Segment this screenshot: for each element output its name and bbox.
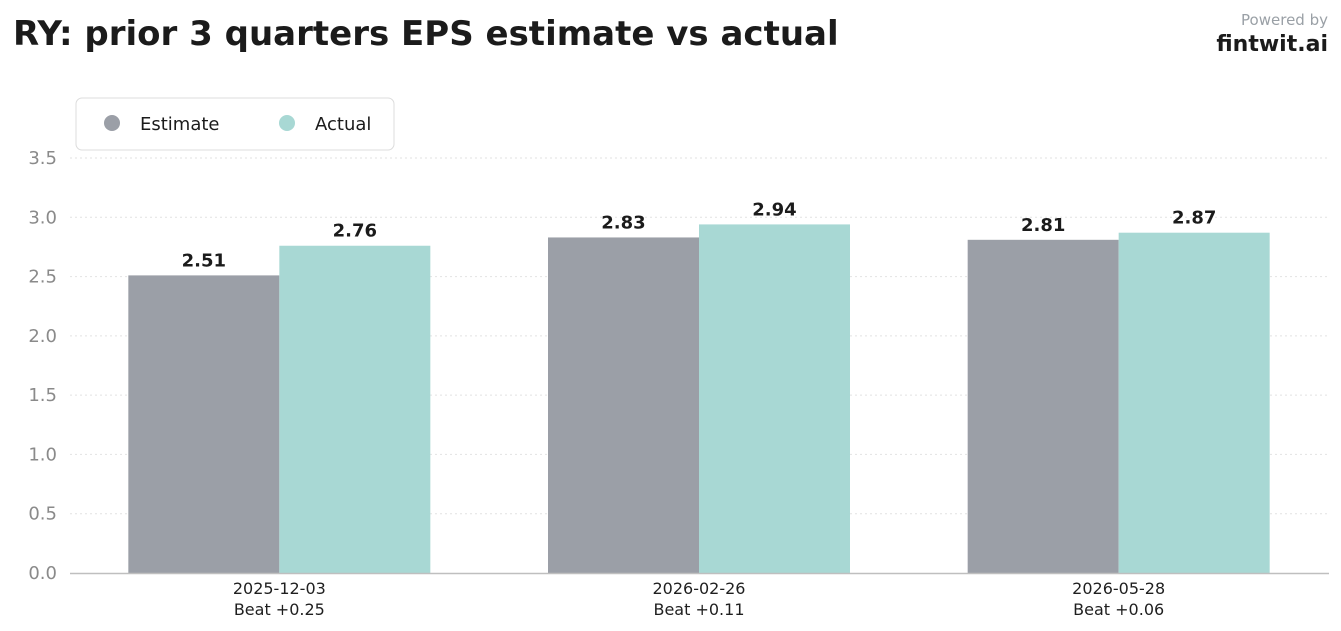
x-tick-label: 2026-02-26: [653, 579, 746, 598]
legend: Estimate Actual: [75, 97, 395, 151]
legend-marker-estimate: [104, 115, 120, 131]
bar-actual-2026-05-28: [1118, 232, 1270, 573]
bar-estimate-2026-05-28: [967, 239, 1119, 574]
value-label-actual: 2.87: [1172, 208, 1216, 229]
y-tick-label: 3.5: [28, 148, 57, 169]
bar-estimate-2026-02-26: [548, 237, 699, 573]
legend-marker-actual: [279, 115, 295, 131]
value-label-actual: 2.76: [333, 221, 377, 242]
y-tick-label: 2.0: [28, 326, 57, 347]
brand-logo-text: fintwit.ai: [1216, 32, 1328, 57]
bar-actual-2025-12-03: [279, 245, 431, 573]
bars-group: [128, 224, 1270, 574]
legend-box: [75, 97, 395, 151]
value-label-actual: 2.94: [752, 199, 796, 220]
bar-estimate-2025-12-03: [128, 275, 280, 573]
x-axis: 2025-12-03 Beat +0.25 2026-02-26 Beat +0.11…: [70, 572, 1329, 619]
y-tick-label: 3.0: [28, 207, 57, 228]
legend-label-estimate: Estimate: [140, 114, 220, 135]
y-tick-label: 0.5: [28, 504, 57, 525]
y-axis: 0.0 0.5 1.0 1.5 2.0 2.5 3.0 3.5: [28, 148, 57, 584]
value-label-estimate: 2.81: [1021, 215, 1065, 236]
x-tick-sublabel: Beat +0.11: [653, 600, 744, 619]
value-labels-group: 2.51 2.76 2.83 2.94 2.81 2.87: [182, 199, 1217, 271]
x-tick-label: 2025-12-03: [233, 579, 326, 598]
legend-label-actual: Actual: [315, 114, 371, 135]
bar-actual-2026-02-26: [699, 224, 850, 573]
x-tick-label: 2026-05-28: [1072, 579, 1165, 598]
y-tick-label: 0.0: [28, 563, 57, 584]
x-tick-sublabel: Beat +0.25: [234, 600, 325, 619]
y-tick-label: 1.5: [28, 385, 57, 406]
y-tick-label: 2.5: [28, 267, 57, 288]
value-label-estimate: 2.83: [601, 212, 645, 233]
powered-by-label: Powered by: [1241, 11, 1328, 29]
y-tick-label: 1.0: [28, 444, 57, 465]
value-label-estimate: 2.51: [182, 250, 226, 271]
x-tick-sublabel: Beat +0.06: [1073, 600, 1164, 619]
chart-title: RY: prior 3 quarters EPS estimate vs act…: [13, 14, 839, 54]
